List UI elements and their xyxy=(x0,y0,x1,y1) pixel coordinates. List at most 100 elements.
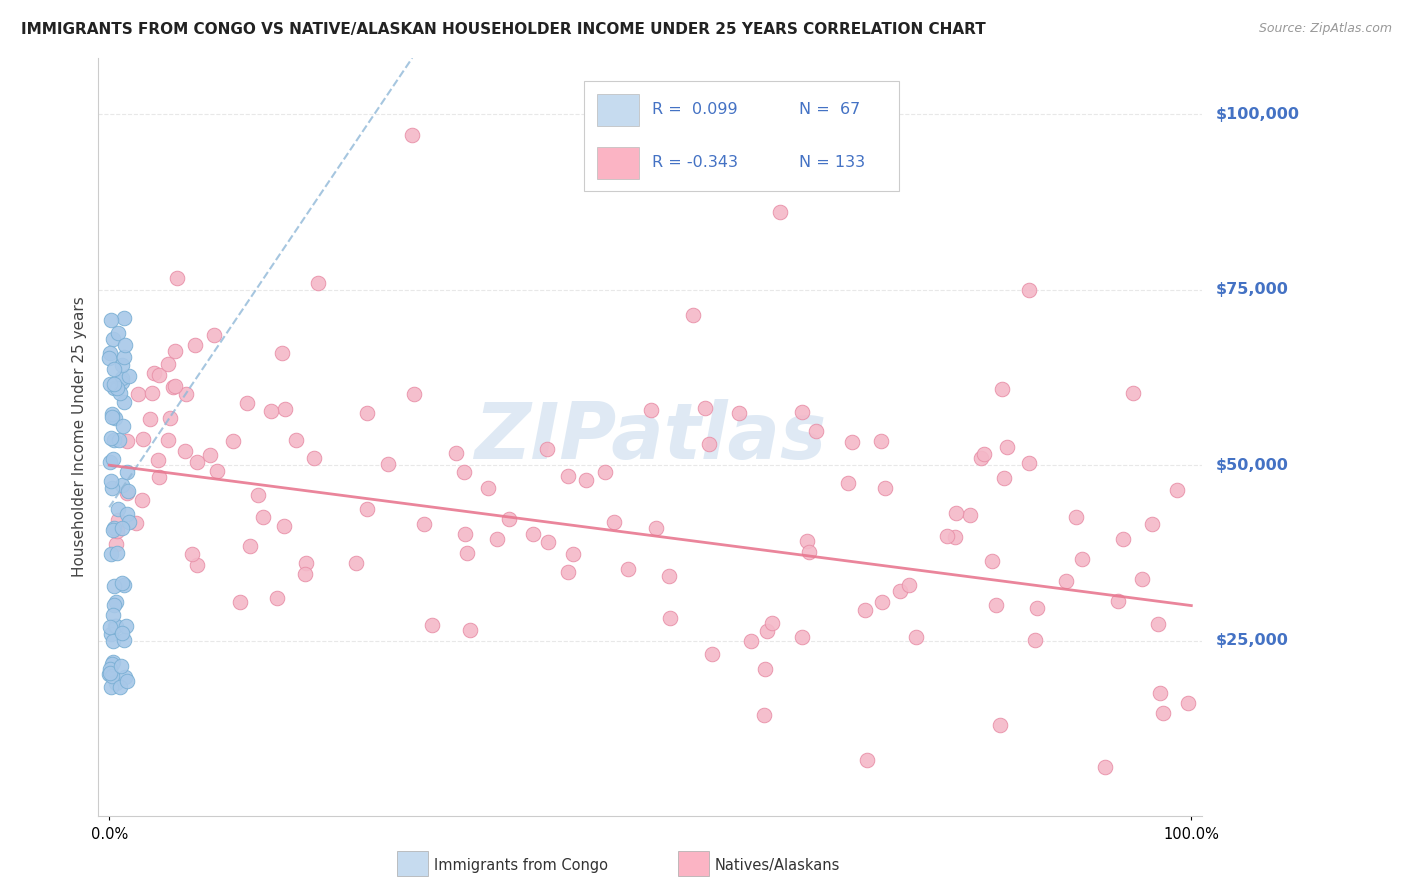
Point xyxy=(792,631,814,645)
Point xyxy=(100,475,122,489)
Point xyxy=(984,599,1007,613)
Point xyxy=(127,387,149,401)
Point xyxy=(904,630,927,644)
Point xyxy=(1132,572,1154,586)
Point xyxy=(617,562,640,576)
Point xyxy=(273,518,295,533)
Point xyxy=(100,627,122,641)
Point xyxy=(98,455,121,469)
Point xyxy=(103,376,125,391)
Point xyxy=(991,382,1014,396)
Point xyxy=(101,607,124,622)
Point xyxy=(872,595,894,609)
Point xyxy=(221,434,243,448)
Text: N = 133: N = 133 xyxy=(799,155,866,170)
Point xyxy=(173,444,195,458)
Point xyxy=(157,358,180,372)
Point xyxy=(796,533,818,548)
Point xyxy=(207,464,229,478)
Point xyxy=(114,338,136,352)
Point xyxy=(603,515,626,529)
Point xyxy=(108,680,131,694)
Point xyxy=(536,442,558,457)
Point xyxy=(98,662,121,676)
Point xyxy=(104,537,127,551)
Text: IMMIGRANTS FROM CONGO VS NATIVE/ALASKAN HOUSEHOLDER INCOME UNDER 25 YEARS CORREL: IMMIGRANTS FROM CONGO VS NATIVE/ALASKAN … xyxy=(21,22,986,37)
Point xyxy=(107,326,129,340)
Point xyxy=(141,385,163,400)
Point xyxy=(156,433,179,447)
Point xyxy=(1018,283,1040,297)
Point xyxy=(644,521,666,535)
Point xyxy=(132,433,155,447)
Point xyxy=(103,521,125,535)
Point xyxy=(274,401,297,416)
Text: N =  67: N = 67 xyxy=(799,102,860,117)
FancyBboxPatch shape xyxy=(583,80,898,191)
Point xyxy=(104,618,127,632)
Point xyxy=(101,655,124,669)
Point xyxy=(752,708,775,723)
Point xyxy=(100,657,122,671)
Point xyxy=(557,566,579,580)
Point xyxy=(1147,616,1170,631)
Point xyxy=(98,376,121,391)
Point xyxy=(1166,483,1188,497)
Point xyxy=(184,338,207,352)
Point xyxy=(970,450,993,465)
Point xyxy=(799,545,821,559)
Point xyxy=(898,578,921,592)
Point xyxy=(101,669,124,683)
Point xyxy=(453,527,475,541)
Point xyxy=(945,530,967,544)
Point xyxy=(453,465,475,479)
Point xyxy=(98,351,121,365)
Point xyxy=(853,603,876,617)
Point xyxy=(959,508,981,522)
Point xyxy=(174,387,197,401)
Point xyxy=(239,539,262,553)
Point xyxy=(356,406,378,420)
Point xyxy=(498,511,520,525)
Y-axis label: Householder Income Under 25 years: Householder Income Under 25 years xyxy=(72,297,87,577)
Point xyxy=(477,481,499,495)
Point xyxy=(460,623,482,637)
Text: R =  0.099: R = 0.099 xyxy=(652,102,738,117)
Point xyxy=(165,378,187,392)
Point xyxy=(100,407,122,421)
Point xyxy=(98,346,121,360)
Point xyxy=(101,452,124,467)
Point xyxy=(740,634,762,648)
FancyBboxPatch shape xyxy=(598,147,640,179)
Point xyxy=(142,366,165,380)
Point xyxy=(159,411,181,425)
Point xyxy=(236,396,259,410)
Point xyxy=(444,446,467,460)
Point xyxy=(105,546,128,560)
Point xyxy=(148,368,170,382)
Point xyxy=(1112,532,1135,546)
Point xyxy=(295,556,318,570)
Point xyxy=(100,313,122,327)
Point xyxy=(105,381,128,395)
Point xyxy=(485,532,508,546)
Point xyxy=(356,502,378,516)
Point xyxy=(112,418,135,433)
Point xyxy=(112,310,135,325)
Point xyxy=(557,469,579,483)
Point xyxy=(104,618,127,632)
Text: R = -0.343: R = -0.343 xyxy=(652,155,738,170)
Point xyxy=(100,410,122,425)
Point xyxy=(104,595,127,609)
Point xyxy=(111,477,134,491)
Point xyxy=(103,598,125,612)
Point xyxy=(117,483,139,498)
Point xyxy=(186,558,208,572)
Point xyxy=(1107,594,1129,608)
Point xyxy=(420,617,443,632)
Point xyxy=(344,556,367,570)
Point xyxy=(1122,386,1144,401)
Point xyxy=(988,718,1011,732)
Point xyxy=(101,634,124,648)
Point xyxy=(118,368,141,383)
